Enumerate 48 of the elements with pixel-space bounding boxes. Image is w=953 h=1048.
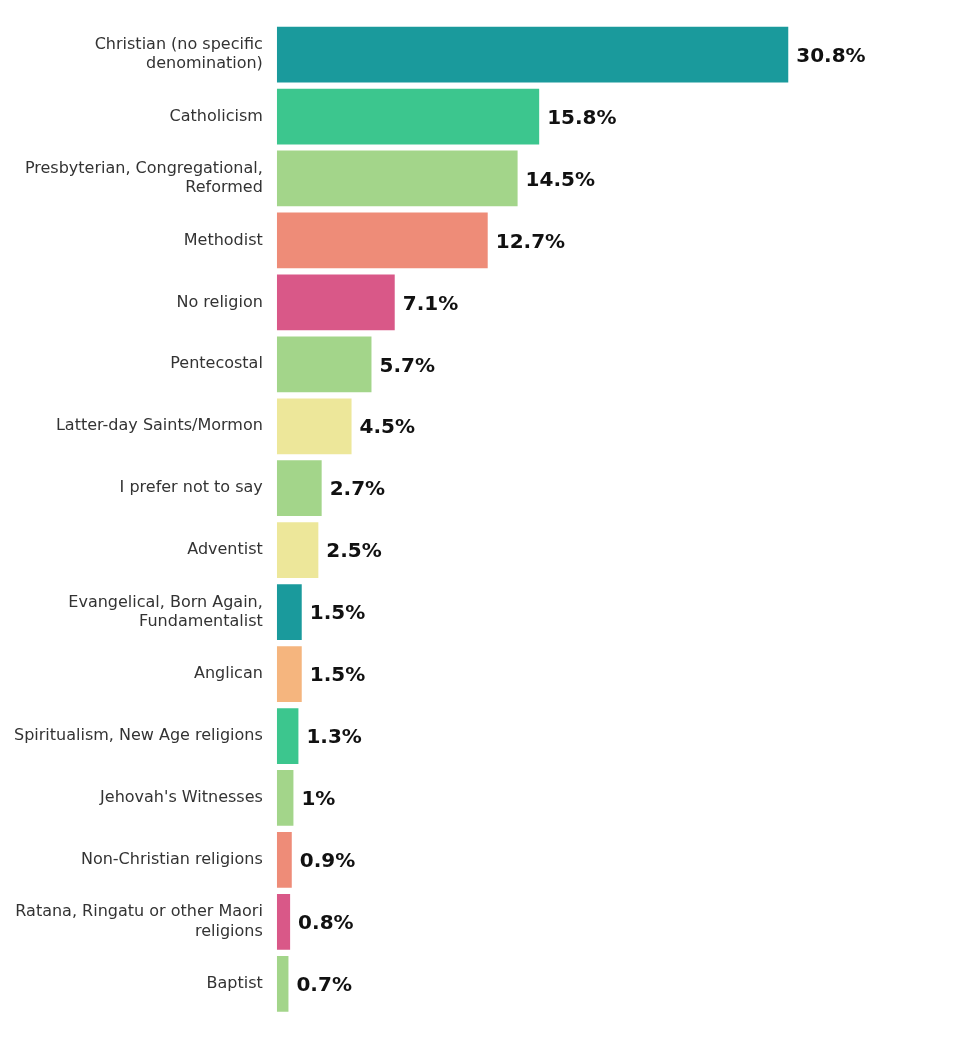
bar — [276, 336, 372, 393]
data-label: 15.8% — [547, 104, 617, 129]
bar — [276, 584, 302, 640]
y-tick-label: Jehovah's Witnesses — [99, 787, 263, 807]
y-tick-label: Evangelical, Born Again, Fundamentalist — [68, 591, 263, 630]
y-tick-label: I prefer not to say — [119, 477, 263, 497]
bar — [276, 398, 352, 455]
y-tick-label: Anglican — [193, 663, 263, 683]
y-tick-label: Latter-day Saints/Mormon — [55, 415, 263, 435]
bar — [276, 522, 319, 579]
data-label: 2.5% — [326, 538, 382, 563]
data-label: 0.8% — [298, 910, 354, 935]
bar — [276, 894, 291, 950]
y-tick-label: Pentecostal — [170, 353, 263, 373]
y-tick-label: Christian (no specific denomination) — [94, 34, 263, 73]
y-tick-label: Presbyterian, Congregational, Reformed — [24, 158, 263, 197]
data-label: 30.8% — [796, 42, 866, 67]
y-tick-label: Non-Christian religions — [80, 849, 263, 869]
data-label: 12.7% — [495, 228, 566, 253]
data-label: 14.5% — [525, 166, 595, 191]
y-tick-label: No religion — [176, 291, 263, 311]
bar — [276, 646, 302, 702]
data-label: 1.5% — [309, 662, 366, 687]
data-label: 1.3% — [306, 724, 362, 749]
data-label: 1% — [301, 786, 336, 811]
bar — [276, 212, 488, 269]
y-tick-label: Spiritualism, New Age religions — [14, 725, 263, 745]
bar — [276, 770, 294, 826]
bar — [276, 708, 299, 764]
bar — [276, 88, 540, 145]
bar — [276, 150, 518, 207]
y-tick-label: Ratana, Ringatu or other Maori religions — [15, 901, 263, 940]
data-label: 0.9% — [299, 848, 356, 873]
y-tick-label: Catholicism — [169, 105, 263, 125]
bar — [276, 26, 789, 83]
data-label: 5.7% — [379, 352, 435, 377]
bar — [276, 832, 292, 888]
y-tick-label: Methodist — [183, 229, 263, 249]
bar — [276, 460, 322, 517]
bar — [276, 955, 289, 1012]
data-label: 7.1% — [402, 290, 459, 315]
data-label: 1.5% — [309, 600, 366, 625]
data-label: 4.5% — [359, 414, 416, 439]
data-label: 0.7% — [296, 972, 352, 997]
data-label: 2.7% — [329, 476, 386, 501]
y-tick-label: Adventist — [187, 539, 263, 559]
y-tick-label: Baptist — [206, 972, 263, 992]
bar — [276, 274, 395, 331]
